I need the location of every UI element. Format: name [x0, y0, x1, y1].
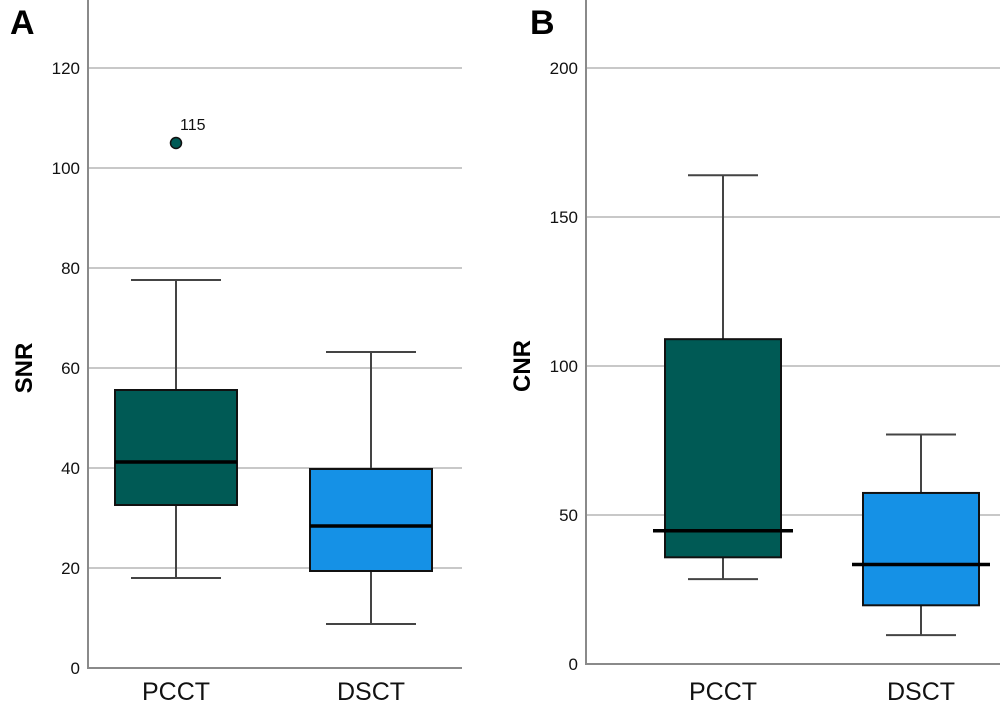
y-axis-label-cnr: CNR [509, 340, 536, 392]
boxplot-dsct [309, 351, 433, 625]
y-axis-label-snr: SNR [11, 343, 38, 394]
y-tick-labels: 0 20 40 60 80 100 120 [52, 59, 80, 678]
y-tick-label: 80 [61, 259, 80, 278]
boxplots [653, 174, 990, 637]
panel-letter-b: B [530, 4, 555, 42]
y-tick-label: 150 [550, 208, 578, 227]
y-tick-label: 200 [550, 59, 578, 78]
boxplot-dsct [852, 433, 990, 637]
gridlines [586, 67, 1000, 516]
y-tick-label: 100 [52, 159, 80, 178]
boxplot-pcct [653, 174, 793, 581]
panel-letter-a: A [10, 4, 35, 42]
outlier-label: 115 [180, 117, 206, 134]
x-tick-label-dsct: DSCT [887, 678, 955, 703]
y-tick-label: 60 [61, 359, 80, 378]
panel-a: A SNR 0 20 40 60 80 100 120 115 PCCT DSCT [10, 0, 462, 703]
iqr-box [664, 338, 782, 559]
y-tick-label: 100 [550, 357, 578, 376]
iqr-box [862, 491, 980, 607]
x-tick-label-dsct: DSCT [337, 678, 405, 703]
outlier-point [169, 136, 183, 150]
axes [87, 0, 462, 669]
y-tick-label: 0 [71, 659, 80, 678]
boxplots: 115 [114, 117, 433, 625]
iqr-box [309, 468, 433, 572]
panel-b: B CNR 0 50 100 150 200 PCCT DSCT [509, 0, 1000, 703]
y-tick-label: 20 [61, 559, 80, 578]
iqr-box [114, 389, 238, 506]
y-tick-label: 50 [559, 506, 578, 525]
x-tick-labels: PCCT DSCT [689, 678, 955, 703]
x-tick-labels: PCCT DSCT [142, 678, 405, 703]
y-tick-label: 0 [569, 655, 578, 674]
y-tick-label: 120 [52, 59, 80, 78]
y-tick-labels: 0 50 100 150 200 [550, 59, 578, 674]
x-tick-label-pcct: PCCT [689, 678, 757, 703]
axes [585, 0, 1000, 665]
boxplot-pcct: 115 [114, 117, 238, 579]
x-tick-label-pcct: PCCT [142, 678, 210, 703]
y-tick-label: 40 [61, 459, 80, 478]
